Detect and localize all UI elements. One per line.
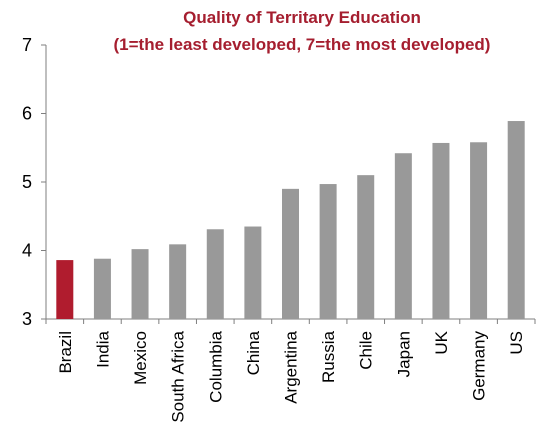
y-tick-label: 6 bbox=[22, 104, 32, 124]
x-tick-label: South Africa bbox=[169, 330, 188, 422]
y-tick-label: 3 bbox=[22, 309, 32, 329]
bar-argentina bbox=[282, 188, 299, 319]
bar-us bbox=[507, 121, 525, 319]
chart-title: Quality of Territary Education bbox=[183, 8, 421, 27]
bar-columbia bbox=[206, 229, 224, 319]
x-tick-label: US bbox=[507, 331, 526, 355]
y-tick-label: 4 bbox=[22, 241, 32, 261]
bar-brazil bbox=[56, 260, 74, 319]
x-tick-label: Brazil bbox=[56, 331, 75, 374]
x-tick-label: UK bbox=[432, 330, 451, 354]
bar-germany bbox=[470, 142, 488, 319]
bar-uk bbox=[432, 142, 450, 319]
bar-india bbox=[93, 258, 111, 319]
bar-south-africa bbox=[169, 244, 187, 319]
chart-subtitle: (1=the least developed, 7=the most devel… bbox=[113, 35, 491, 54]
bar-chile bbox=[357, 175, 375, 319]
x-tick-label: Mexico bbox=[131, 331, 150, 385]
x-tick-label: Chile bbox=[357, 331, 376, 370]
x-tick-label: Germany bbox=[470, 331, 489, 401]
y-tick-label: 5 bbox=[22, 172, 32, 192]
x-tick-label: Russia bbox=[319, 330, 338, 383]
bar-japan bbox=[394, 153, 412, 319]
x-tick-label: Japan bbox=[394, 331, 413, 377]
x-tick-label: Columbia bbox=[206, 330, 225, 402]
x-tick-label: India bbox=[93, 330, 112, 367]
x-tick-label: China bbox=[244, 330, 263, 375]
bar-china bbox=[244, 226, 262, 319]
x-tick-label: Argentina bbox=[282, 330, 301, 403]
bar-mexico bbox=[131, 249, 149, 319]
bar-russia bbox=[319, 184, 337, 319]
y-tick-label: 7 bbox=[22, 35, 32, 55]
